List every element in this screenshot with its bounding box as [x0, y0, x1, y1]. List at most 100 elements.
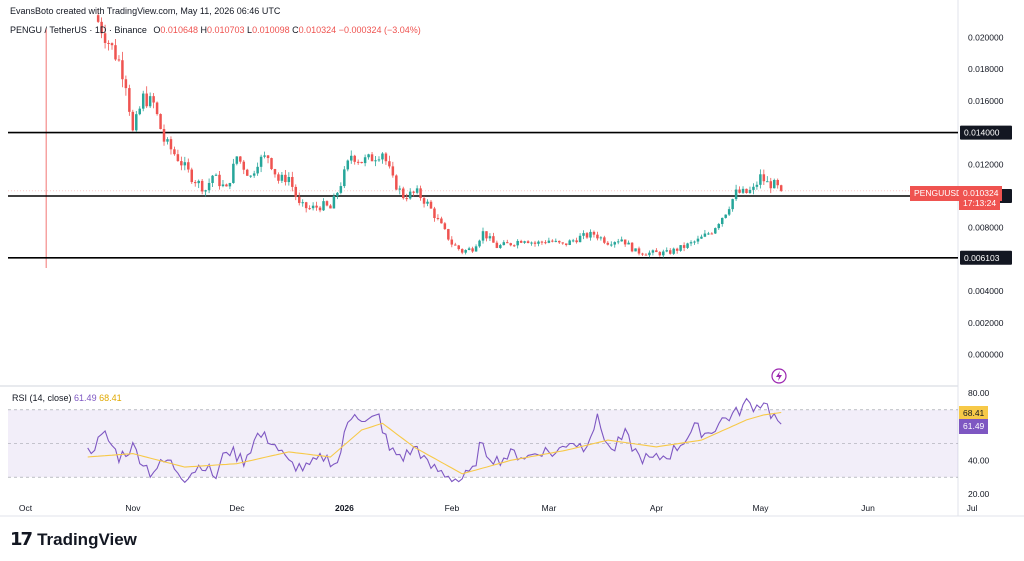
candle: [398, 185, 402, 195]
candle-body: [367, 154, 370, 158]
candle-body: [460, 249, 464, 253]
candle: [460, 248, 464, 255]
candle-body: [297, 196, 301, 203]
candle: [96, 9, 100, 24]
candle: [183, 156, 187, 171]
candle: [200, 179, 204, 195]
candle-body: [110, 43, 114, 46]
grid-lines: [0, 0, 1024, 517]
high-value: 0.010703: [206, 25, 245, 35]
candle-body: [100, 21, 103, 34]
candle: [135, 110, 138, 132]
rsi-tick-label: 40.00: [968, 455, 990, 465]
candle-body: [540, 241, 544, 243]
price-tick-label: 0.018000: [968, 64, 1004, 74]
price-tick-label: 0.000000: [968, 349, 1004, 359]
candle-body: [180, 161, 183, 166]
candle-body: [741, 188, 745, 193]
candle-body: [353, 155, 356, 162]
candle-body: [682, 245, 686, 248]
candle-body: [252, 173, 256, 176]
axes: 0.020000 0.018000 0.016000 0.012000 0.008000…: [19, 33, 1004, 513]
candle: [558, 240, 561, 244]
candle-body: [145, 93, 148, 107]
candle-body: [533, 242, 537, 244]
candle: [603, 235, 606, 245]
candle: [599, 236, 603, 241]
rsi-label: RSI (14, close): [12, 393, 72, 403]
candle: [655, 248, 658, 253]
candle: [547, 237, 551, 244]
candle: [672, 247, 675, 255]
candle: [325, 200, 329, 207]
candle: [169, 136, 173, 155]
candle: [159, 113, 162, 130]
symbol-price-tag: PENGUUSDT: [910, 186, 972, 201]
candle: [197, 179, 200, 189]
candle-body: [346, 160, 350, 170]
candle-body: [724, 214, 727, 218]
candle: [339, 182, 343, 195]
candle: [336, 191, 339, 200]
candle-body: [162, 129, 166, 142]
candle: [252, 170, 256, 178]
candle: [204, 189, 207, 197]
time-tick-label: Dec: [229, 503, 245, 513]
candle-body: [263, 155, 266, 157]
tradingview-logo-icon: 17: [10, 529, 33, 550]
candle: [471, 246, 474, 253]
candle: [467, 246, 471, 251]
candle: [173, 146, 176, 156]
time-tick-label: Nov: [125, 503, 141, 513]
candle: [637, 246, 641, 256]
candle-body: [606, 242, 610, 245]
candle: [180, 156, 183, 171]
candle-body: [502, 242, 506, 246]
candle: [440, 216, 443, 224]
candle: [311, 202, 315, 211]
candle-body: [436, 218, 440, 220]
rsi-legend: RSI (14, close) 61.49 68.41: [12, 393, 122, 403]
candle-body: [155, 102, 159, 115]
candle: [121, 51, 124, 88]
rsi-ma-tag: 68.41: [959, 406, 989, 421]
candle-body: [512, 245, 516, 247]
tradingview-logo[interactable]: 17 TradingView: [10, 529, 137, 550]
candle: [117, 55, 121, 62]
price-tick-label: 0.012000: [968, 159, 1004, 169]
candle: [315, 201, 318, 211]
lightning-icon: [771, 368, 787, 384]
candle-body: [776, 179, 779, 186]
candle: [589, 229, 592, 241]
lightning-icon-bolt: [776, 371, 782, 381]
candle-body: [499, 245, 502, 248]
rsi-value-tag: 61.49: [959, 419, 989, 434]
candle-body: [152, 96, 155, 103]
candle-body: [672, 248, 675, 254]
candle-body: [610, 244, 613, 246]
candle-body: [648, 252, 651, 256]
candle-body: [402, 188, 405, 199]
candle-body: [322, 201, 325, 211]
candle: [436, 214, 440, 221]
candle: [582, 230, 585, 240]
candle: [665, 247, 669, 253]
candle-body: [173, 149, 176, 155]
candle: [343, 166, 346, 189]
candle-body: [259, 156, 263, 167]
candle: [623, 239, 627, 247]
close-value: 0.010324: [298, 25, 337, 35]
candle: [166, 137, 169, 145]
candle-body: [301, 202, 304, 204]
o-label: O: [153, 25, 161, 35]
candle-body: [360, 161, 363, 164]
candle-body: [277, 174, 280, 181]
candle-body: [519, 240, 523, 243]
candle: [405, 193, 408, 202]
candle: [148, 92, 152, 109]
candle: [232, 158, 235, 184]
candle-body: [558, 240, 561, 243]
candle-body: [131, 111, 135, 131]
candle: [239, 156, 242, 164]
candle-body: [655, 250, 658, 253]
